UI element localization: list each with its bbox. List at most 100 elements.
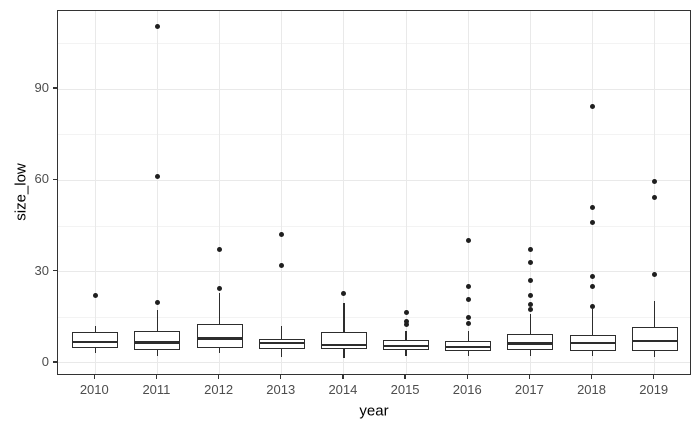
grid-vertical-line: [529, 11, 531, 374]
upper-whisker: [654, 300, 656, 327]
outlier-dot: [590, 104, 596, 109]
outlier-dot: [154, 173, 160, 179]
upper-whisker: [529, 313, 532, 335]
lower-whisker: [343, 349, 345, 359]
x-tick-mark: [653, 375, 655, 379]
outlier-dot: [590, 304, 596, 310]
outlier-dot: [465, 315, 471, 321]
upper-whisker: [343, 302, 345, 332]
lower-whisker: [94, 347, 96, 354]
x-tick-label-2011: 2011: [142, 382, 171, 397]
grid-minor-line: [58, 43, 690, 45]
outlier-dot: [465, 284, 471, 290]
upper-whisker: [281, 325, 283, 339]
outlier-dot: [527, 292, 533, 298]
x-tick-label-2013: 2013: [266, 382, 296, 397]
outlier-dot: [527, 277, 533, 283]
upper-whisker: [467, 330, 469, 341]
plot-panel: [57, 10, 691, 375]
iqr-box: [320, 331, 367, 350]
grid-vertical-line: [405, 11, 407, 374]
outlier-dot: [465, 296, 471, 302]
outlier-dot: [217, 247, 223, 253]
median-line: [72, 340, 119, 344]
grid-vertical-line: [156, 11, 158, 374]
grid-major-line: [58, 88, 690, 90]
iqr-box: [196, 324, 243, 349]
y-tick-mark: [53, 178, 57, 181]
median-line: [507, 342, 554, 345]
y-tick-label-0: 0: [41, 353, 49, 369]
y-tick-mark: [53, 87, 57, 89]
grid-major-line: [58, 362, 690, 364]
x-tick-label-2019: 2019: [639, 382, 669, 397]
x-tick-mark: [155, 375, 158, 379]
lower-whisker: [467, 351, 469, 356]
outlier-dot: [590, 219, 596, 225]
outlier-dot: [527, 246, 533, 252]
x-tick-label-2018: 2018: [577, 382, 606, 397]
x-tick-label-2014: 2014: [328, 382, 358, 397]
outlier-dot: [341, 291, 347, 297]
iqr-box: [134, 330, 181, 351]
lower-whisker: [156, 350, 159, 356]
grid-vertical-line: [219, 11, 221, 374]
outlier-dot: [403, 322, 409, 328]
outlier-dot: [652, 179, 658, 185]
x-tick-mark: [466, 375, 468, 379]
lower-whisker: [405, 349, 407, 356]
x-tick-label-2012: 2012: [204, 382, 234, 397]
outlier-dot: [279, 231, 285, 237]
median-line: [383, 344, 430, 348]
lower-whisker: [529, 349, 532, 356]
y-tick-mark: [53, 361, 57, 363]
lower-whisker: [591, 351, 594, 356]
median-line: [196, 337, 243, 340]
outlier-dot: [154, 300, 160, 306]
outlier-dot: [527, 307, 533, 313]
grid-vertical-line: [281, 11, 283, 374]
outlier-dot: [154, 24, 160, 30]
x-tick-mark: [590, 375, 593, 379]
outlier-dot: [217, 285, 223, 291]
outlier-dot: [92, 292, 98, 298]
y-tick-mark: [53, 269, 57, 272]
lower-whisker: [654, 351, 656, 357]
iqr-box: [507, 334, 554, 350]
outlier-dot: [590, 274, 596, 280]
y-tick-label-30: 30: [34, 262, 49, 278]
upper-whisker: [218, 293, 221, 325]
outlier-dot: [465, 238, 471, 244]
median-line: [320, 343, 367, 347]
grid-vertical-line: [592, 11, 594, 374]
grid-minor-line: [58, 316, 690, 318]
x-tick-mark: [217, 375, 220, 379]
upper-whisker: [156, 310, 159, 331]
iqr-box: [631, 326, 678, 352]
y-tick-label-90: 90: [34, 80, 49, 96]
grid-vertical-line: [94, 11, 96, 374]
grid-major-line: [58, 271, 690, 273]
x-tick-label-2017: 2017: [514, 382, 544, 397]
x-tick-mark: [404, 375, 406, 379]
lower-whisker: [281, 349, 283, 357]
median-line: [569, 341, 616, 345]
grid-vertical-line: [654, 11, 656, 374]
outlier-dot: [403, 319, 409, 325]
median-line: [134, 340, 181, 344]
x-tick-label-2010: 2010: [79, 382, 109, 397]
x-tick-mark: [528, 375, 531, 379]
lower-whisker: [218, 348, 221, 354]
upper-whisker: [405, 330, 407, 340]
outlier-dot: [279, 263, 285, 269]
y-tick-label-60: 60: [34, 171, 49, 187]
iqr-box: [72, 331, 119, 348]
median-line: [445, 345, 492, 349]
x-axis-title: year: [359, 402, 389, 420]
upper-whisker: [94, 325, 96, 332]
outlier-dot: [527, 259, 533, 265]
grid-vertical-line: [343, 11, 345, 374]
x-tick-mark: [342, 375, 344, 379]
grid-minor-line: [58, 134, 690, 136]
median-line: [258, 341, 305, 345]
